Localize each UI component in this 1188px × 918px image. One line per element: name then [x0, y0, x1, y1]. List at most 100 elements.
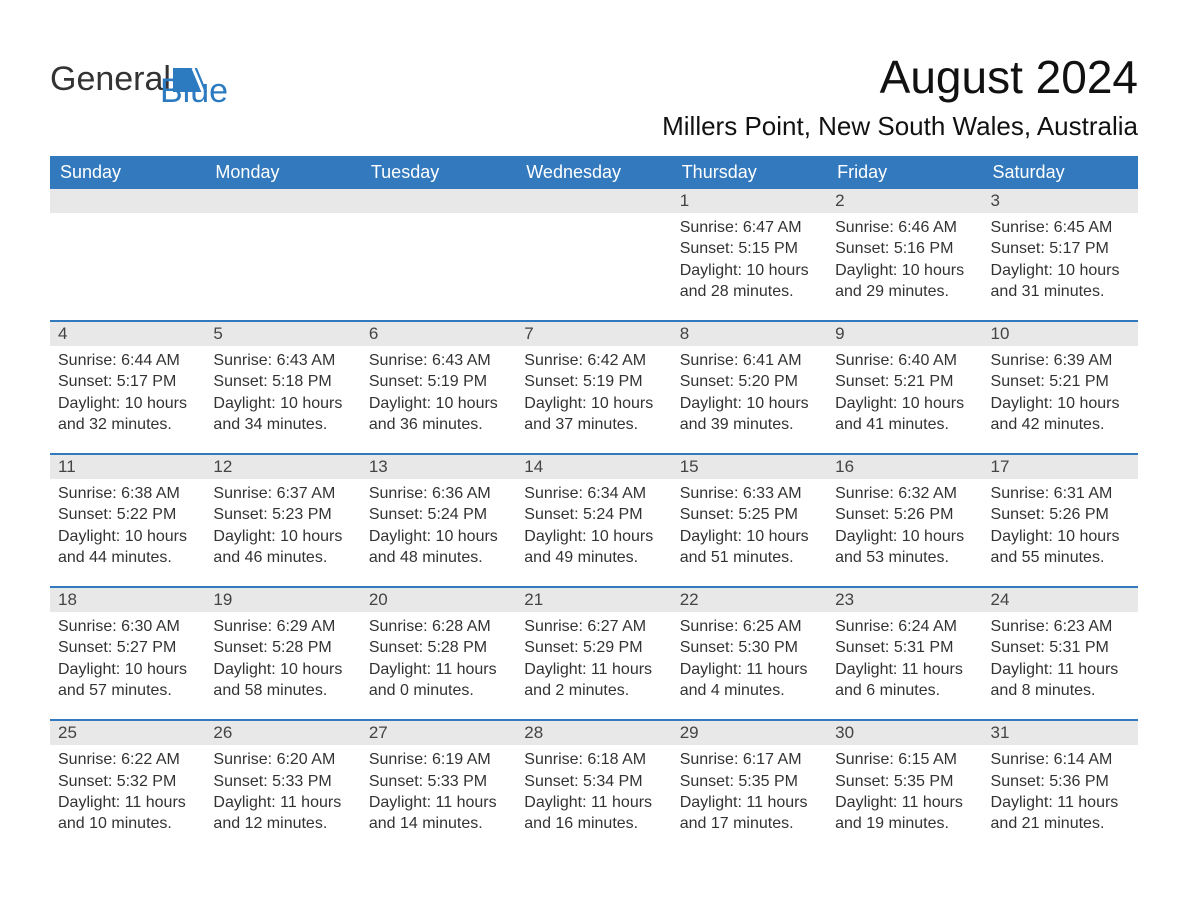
day-details: Sunrise: 6:22 AMSunset: 5:32 PMDaylight:…: [50, 745, 205, 834]
calendar-day-cell: 17Sunrise: 6:31 AMSunset: 5:26 PMDayligh…: [983, 453, 1138, 586]
sunrise-text: Sunrise: 6:27 AM: [524, 616, 663, 637]
day-number: 31: [983, 721, 1138, 745]
calendar-week-row: 25Sunrise: 6:22 AMSunset: 5:32 PMDayligh…: [50, 719, 1138, 852]
sunset-text: Sunset: 5:19 PM: [524, 371, 663, 392]
daylight-text: Daylight: 10 hours and 55 minutes.: [991, 526, 1130, 569]
day-details: Sunrise: 6:27 AMSunset: 5:29 PMDaylight:…: [516, 612, 671, 701]
sunset-text: Sunset: 5:27 PM: [58, 637, 197, 658]
day-number: 12: [205, 455, 360, 479]
daylight-text: Daylight: 11 hours and 21 minutes.: [991, 792, 1130, 835]
daylight-text: Daylight: 10 hours and 37 minutes.: [524, 393, 663, 436]
daylight-text: Daylight: 10 hours and 28 minutes.: [680, 260, 819, 303]
sunrise-text: Sunrise: 6:14 AM: [991, 749, 1130, 770]
sunset-text: Sunset: 5:36 PM: [991, 771, 1130, 792]
day-details: Sunrise: 6:18 AMSunset: 5:34 PMDaylight:…: [516, 745, 671, 834]
day-number: 6: [361, 322, 516, 346]
calendar-day-cell: 16Sunrise: 6:32 AMSunset: 5:26 PMDayligh…: [827, 453, 982, 586]
sunset-text: Sunset: 5:33 PM: [369, 771, 508, 792]
day-details: Sunrise: 6:33 AMSunset: 5:25 PMDaylight:…: [672, 479, 827, 568]
calendar-day-cell: 14Sunrise: 6:34 AMSunset: 5:24 PMDayligh…: [516, 453, 671, 586]
day-details: Sunrise: 6:43 AMSunset: 5:18 PMDaylight:…: [205, 346, 360, 435]
calendar-week-row: 1Sunrise: 6:47 AMSunset: 5:15 PMDaylight…: [50, 189, 1138, 320]
day-details: Sunrise: 6:45 AMSunset: 5:17 PMDaylight:…: [983, 213, 1138, 302]
calendar-day-cell: 12Sunrise: 6:37 AMSunset: 5:23 PMDayligh…: [205, 453, 360, 586]
day-number: 21: [516, 588, 671, 612]
daylight-text: Daylight: 11 hours and 8 minutes.: [991, 659, 1130, 702]
calendar-day-cell: 25Sunrise: 6:22 AMSunset: 5:32 PMDayligh…: [50, 719, 205, 852]
calendar-day-cell: 4 Sunrise: 6:44 AMSunset: 5:17 PMDaylight…: [50, 320, 205, 453]
calendar-day-cell: 1Sunrise: 6:47 AMSunset: 5:15 PMDaylight…: [672, 189, 827, 320]
day-details: Sunrise: 6:28 AMSunset: 5:28 PMDaylight:…: [361, 612, 516, 701]
daylight-text: Daylight: 10 hours and 39 minutes.: [680, 393, 819, 436]
day-number: 10: [983, 322, 1138, 346]
calendar-day-cell: [205, 189, 360, 320]
calendar-day-cell: 21Sunrise: 6:27 AMSunset: 5:29 PMDayligh…: [516, 586, 671, 719]
sunset-text: Sunset: 5:28 PM: [369, 637, 508, 658]
daylight-text: Daylight: 10 hours and 32 minutes.: [58, 393, 197, 436]
daylight-text: Daylight: 11 hours and 6 minutes.: [835, 659, 974, 702]
calendar-day-cell: [50, 189, 205, 320]
day-details: Sunrise: 6:37 AMSunset: 5:23 PMDaylight:…: [205, 479, 360, 568]
sunrise-text: Sunrise: 6:43 AM: [213, 350, 352, 371]
sunrise-text: Sunrise: 6:22 AM: [58, 749, 197, 770]
logo-word-2: Blue: [160, 72, 228, 110]
day-details: Sunrise: 6:39 AMSunset: 5:21 PMDaylight:…: [983, 346, 1138, 435]
calendar-day-cell: 13Sunrise: 6:36 AMSunset: 5:24 PMDayligh…: [361, 453, 516, 586]
sunrise-text: Sunrise: 6:24 AM: [835, 616, 974, 637]
daylight-text: Daylight: 11 hours and 2 minutes.: [524, 659, 663, 702]
day-details: Sunrise: 6:19 AMSunset: 5:33 PMDaylight:…: [361, 745, 516, 834]
sunset-text: Sunset: 5:20 PM: [680, 371, 819, 392]
calendar-day-cell: 3Sunrise: 6:45 AMSunset: 5:17 PMDaylight…: [983, 189, 1138, 320]
daylight-text: Daylight: 10 hours and 48 minutes.: [369, 526, 508, 569]
day-number: 3: [983, 189, 1138, 213]
weekday-header: Sunday: [50, 156, 205, 189]
daylight-text: Daylight: 11 hours and 10 minutes.: [58, 792, 197, 835]
day-number: 4: [50, 322, 205, 346]
sunset-text: Sunset: 5:32 PM: [58, 771, 197, 792]
calendar-week-row: 11Sunrise: 6:38 AMSunset: 5:22 PMDayligh…: [50, 453, 1138, 586]
calendar-day-cell: 18Sunrise: 6:30 AMSunset: 5:27 PMDayligh…: [50, 586, 205, 719]
day-details: Sunrise: 6:17 AMSunset: 5:35 PMDaylight:…: [672, 745, 827, 834]
sunset-text: Sunset: 5:23 PM: [213, 504, 352, 525]
day-number: 18: [50, 588, 205, 612]
weekday-header: Friday: [827, 156, 982, 189]
calendar-day-cell: 7Sunrise: 6:42 AMSunset: 5:19 PMDaylight…: [516, 320, 671, 453]
calendar-day-cell: 27Sunrise: 6:19 AMSunset: 5:33 PMDayligh…: [361, 719, 516, 852]
sunset-text: Sunset: 5:24 PM: [524, 504, 663, 525]
weekday-header: Monday: [205, 156, 360, 189]
sunset-text: Sunset: 5:29 PM: [524, 637, 663, 658]
daylight-text: Daylight: 11 hours and 14 minutes.: [369, 792, 508, 835]
daylight-text: Daylight: 10 hours and 51 minutes.: [680, 526, 819, 569]
day-number: 16: [827, 455, 982, 479]
location-subtitle: Millers Point, New South Wales, Australi…: [50, 111, 1138, 142]
sunrise-text: Sunrise: 6:41 AM: [680, 350, 819, 371]
day-number: 25: [50, 721, 205, 745]
calendar-day-cell: 24Sunrise: 6:23 AMSunset: 5:31 PMDayligh…: [983, 586, 1138, 719]
sunrise-text: Sunrise: 6:32 AM: [835, 483, 974, 504]
daylight-text: Daylight: 10 hours and 31 minutes.: [991, 260, 1130, 303]
sunset-text: Sunset: 5:25 PM: [680, 504, 819, 525]
calendar-day-cell: 31 Sunrise: 6:14 AMSunset: 5:36 PMDayligh…: [983, 719, 1138, 852]
sunrise-text: Sunrise: 6:23 AM: [991, 616, 1130, 637]
sunset-text: Sunset: 5:31 PM: [835, 637, 974, 658]
sunset-text: Sunset: 5:26 PM: [991, 504, 1130, 525]
day-details: Sunrise: 6:40 AMSunset: 5:21 PMDaylight:…: [827, 346, 982, 435]
sunrise-text: Sunrise: 6:34 AM: [524, 483, 663, 504]
calendar-day-cell: 19Sunrise: 6:29 AMSunset: 5:28 PMDayligh…: [205, 586, 360, 719]
weekday-header: Wednesday: [516, 156, 671, 189]
day-number: 28: [516, 721, 671, 745]
sunset-text: Sunset: 5:17 PM: [58, 371, 197, 392]
logo-word-1: General: [50, 60, 171, 99]
sunrise-text: Sunrise: 6:19 AM: [369, 749, 508, 770]
day-number: 23: [827, 588, 982, 612]
day-details: Sunrise: 6:20 AMSunset: 5:33 PMDaylight:…: [205, 745, 360, 834]
calendar-week-row: 18Sunrise: 6:30 AMSunset: 5:27 PMDayligh…: [50, 586, 1138, 719]
sunset-text: Sunset: 5:34 PM: [524, 771, 663, 792]
sunset-text: Sunset: 5:18 PM: [213, 371, 352, 392]
sunset-text: Sunset: 5:21 PM: [991, 371, 1130, 392]
sunrise-text: Sunrise: 6:36 AM: [369, 483, 508, 504]
sunrise-text: Sunrise: 6:44 AM: [58, 350, 197, 371]
sunset-text: Sunset: 5:31 PM: [991, 637, 1130, 658]
sunset-text: Sunset: 5:24 PM: [369, 504, 508, 525]
day-number: 17: [983, 455, 1138, 479]
